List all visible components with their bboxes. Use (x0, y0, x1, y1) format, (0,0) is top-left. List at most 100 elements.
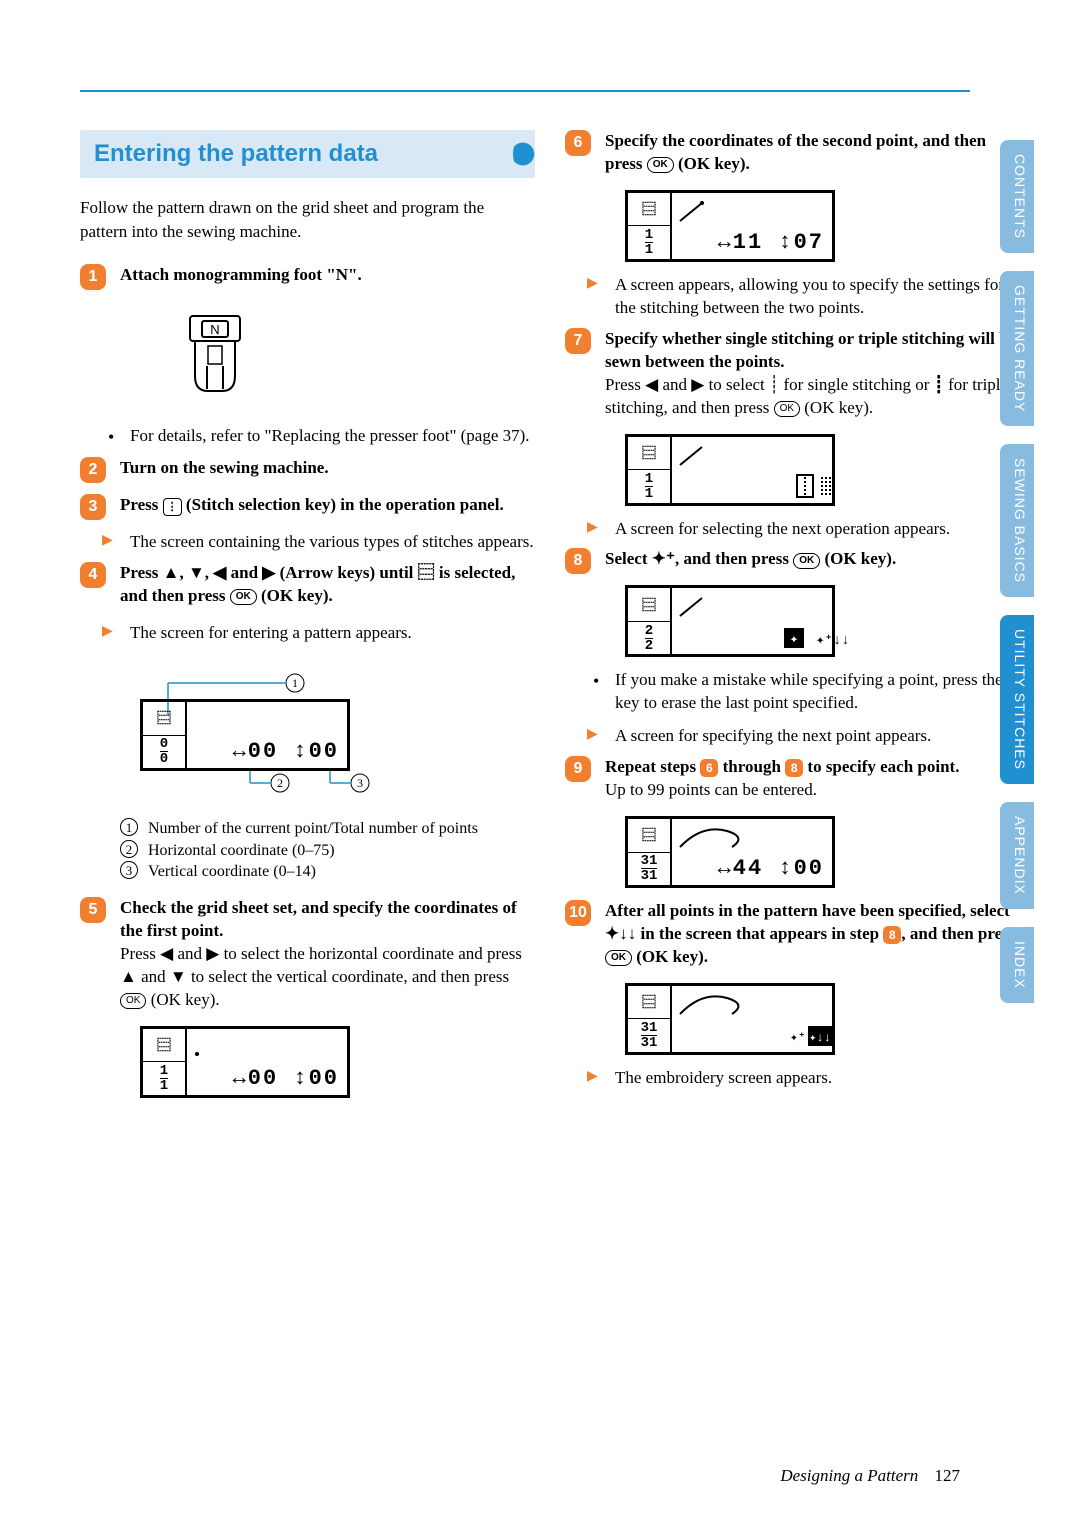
lcd-1-coords: ↔00 ↕00 (233, 739, 339, 764)
lcd-2-bot: 1 (160, 1078, 168, 1093)
tab-index[interactable]: INDEX (1000, 927, 1034, 1003)
step-3: 3 Press ⋮ (Stitch selection key) in the … (80, 494, 535, 517)
end-pattern-icon: ✦↓↓ (605, 924, 636, 943)
step-num-1: 1 (80, 264, 106, 290)
lcd-6-top: 31 (641, 854, 658, 868)
footer-page: 127 (935, 1466, 961, 1485)
monogram-foot-icon: N (180, 311, 250, 396)
step-7-body: Press ◀ and ▶ to select ┊ for single sti… (605, 374, 1020, 420)
step-8-bullet: If you make a mistake while specifying a… (575, 669, 1020, 715)
step-3-title: Press ⋮ (Stitch selection key) in the op… (120, 494, 535, 517)
step-7-title: Specify whether single stitching or trip… (605, 328, 1020, 374)
ok-key-icon: OK (230, 589, 257, 605)
svg-text:1: 1 (292, 676, 298, 690)
left-column: Entering the pattern data Follow the pat… (80, 130, 535, 1110)
step-9-text-c: to specify each point. (803, 757, 959, 776)
tab-appendix[interactable]: APPENDIX (1000, 802, 1034, 909)
tab-getting-ready[interactable]: GETTING READY (1000, 271, 1034, 426)
lcd-2-coords: ↔00 ↕00 (233, 1066, 339, 1091)
step-6-text-b: (OK key). (674, 154, 750, 173)
step-6-title: Specify the coordinates of the second po… (605, 130, 1020, 176)
step-10-text-a: After all points in the pattern have bee… (605, 901, 1010, 920)
legend: 1Number of the current point/Total numbe… (120, 818, 535, 883)
lcd-1-icon: ⿳ (143, 702, 185, 736)
sidebar-tabs: CONTENTS GETTING READY SEWING BASICS UTI… (1000, 140, 1034, 1003)
lcd-5-bot: 2 (645, 638, 653, 653)
page-footer: Designing a Pattern 127 (780, 1466, 960, 1486)
step-9-text-b: through (718, 757, 785, 776)
step-num-5: 5 (80, 897, 106, 923)
lcd-4-icon: ⿳ (628, 437, 670, 471)
intro-text: Follow the pattern drawn on the grid she… (80, 196, 535, 244)
step-8-text-b: , and then press (675, 549, 793, 568)
step-3-text-b: (Stitch selection key) in the operation … (182, 495, 504, 514)
lcd-2-canvas (187, 1029, 487, 1179)
lcd-7-icon: ⿳ (628, 986, 670, 1020)
lcd-4-top: 1 (645, 472, 653, 486)
legend-num-3: 3 (120, 861, 138, 879)
step-10-text-c: , and then press (901, 924, 1015, 943)
step-num-10: 10 (565, 900, 591, 926)
step-5: 5 Check the grid sheet set, and specify … (80, 897, 535, 1012)
ok-key-icon: OK (120, 993, 146, 1009)
lcd-1-wrap: 1 2 3 ⿳ 00 ↔00 ↕00 (120, 653, 535, 818)
lcd-2: ⿳ 11 ↔00 ↕00 (140, 1026, 350, 1098)
legend-num-1: 1 (120, 818, 138, 836)
lcd-7-top: 31 (641, 1021, 658, 1035)
lcd-1-bot: 0 (160, 751, 168, 766)
step-ref-8b: 8 (883, 926, 901, 944)
step-8-text-a: Select (605, 549, 652, 568)
lcd-5-top: 2 (645, 624, 653, 638)
svg-text:N: N (210, 322, 219, 337)
tab-contents[interactable]: CONTENTS (1000, 140, 1034, 253)
step-5-body-b: (OK key). (146, 990, 219, 1009)
lcd-3-top: 1 (645, 228, 653, 242)
ok-key-icon: OK (605, 950, 632, 966)
step-4-text-a: Press ▲, ▼, ◀ and ▶ (Arrow keys) until (120, 563, 418, 582)
step-5-title: Check the grid sheet set, and specify th… (120, 897, 535, 943)
step-9-text-a: Repeat steps (605, 757, 700, 776)
step-10-title: After all points in the pattern have bee… (605, 900, 1020, 969)
step-num-9: 9 (565, 756, 591, 782)
lcd-3-coords: ↔11 ↕07 (718, 230, 824, 255)
step-7: 7 Specify whether single stitching or tr… (565, 328, 1020, 420)
step-ref-6: 6 (700, 759, 718, 777)
step-5-body: Press ◀ and ▶ to select the horizontal c… (120, 943, 535, 1012)
step-ref-8: 8 (785, 759, 803, 777)
stitch-key-icon: ⋮ (163, 498, 182, 516)
step-10: 10 After all points in the pattern have … (565, 900, 1020, 969)
legend-3: Vertical coordinate (0–14) (148, 861, 316, 883)
step-num-8: 8 (565, 548, 591, 574)
svg-text:✦⁺↓↓: ✦⁺↓↓ (816, 633, 850, 649)
lcd-6-icon: ⿳ (628, 819, 670, 853)
lcd-7-canvas: ✦⁺ ✦↓↓ (672, 986, 972, 1136)
lcd-4: ⿳ 11 (625, 434, 835, 506)
header-rule (80, 90, 970, 92)
step-9: 9 Repeat steps 6 through 8 to specify ea… (565, 756, 1020, 802)
custom-stitch-icon: ⿳ (418, 563, 435, 582)
lcd-7: ⿳ 3131 ✦⁺ ✦↓↓ (625, 983, 835, 1055)
lcd-3: ⿳ 11 ↔11 ↕07 (625, 190, 835, 262)
lcd-1: ⿳ 00 ↔00 ↕00 (140, 699, 350, 771)
step-2: 2 Turn on the sewing machine. (80, 457, 535, 480)
lcd-2-top: 1 (160, 1064, 168, 1078)
step-8: 8 Select ✦⁺, and then press OK (OK key). (565, 548, 1020, 571)
lcd-3-bot: 1 (645, 242, 653, 257)
step-num-4: 4 (80, 562, 106, 588)
step-1: 1 Attach monogramming foot "N". (80, 264, 535, 287)
step-num-7: 7 (565, 328, 591, 354)
step-6-result: A screen appears, allowing you to specif… (575, 274, 1020, 320)
lcd-7-bot: 31 (641, 1035, 658, 1050)
step-3-result: The screen containing the various types … (90, 531, 535, 554)
ok-key-icon: OK (647, 157, 674, 173)
step-7-result: A screen for selecting the next operatio… (575, 518, 1020, 541)
step-8-text-c: (OK key). (820, 549, 896, 568)
step-10-result: The embroidery screen appears. (575, 1067, 1020, 1090)
tab-sewing-basics[interactable]: SEWING BASICS (1000, 444, 1034, 597)
lcd-5: ⿳ 22 ✦ ✦⁺↓↓ (625, 585, 835, 657)
step-10-text-d: (OK key). (632, 947, 708, 966)
svg-text:✦: ✦ (790, 632, 799, 648)
step-5-body-a: Press ◀ and ▶ to select the horizontal c… (120, 944, 522, 986)
lcd-1-top: 0 (160, 737, 168, 751)
tab-utility-stitches[interactable]: UTILITY STITCHES (1000, 615, 1034, 784)
